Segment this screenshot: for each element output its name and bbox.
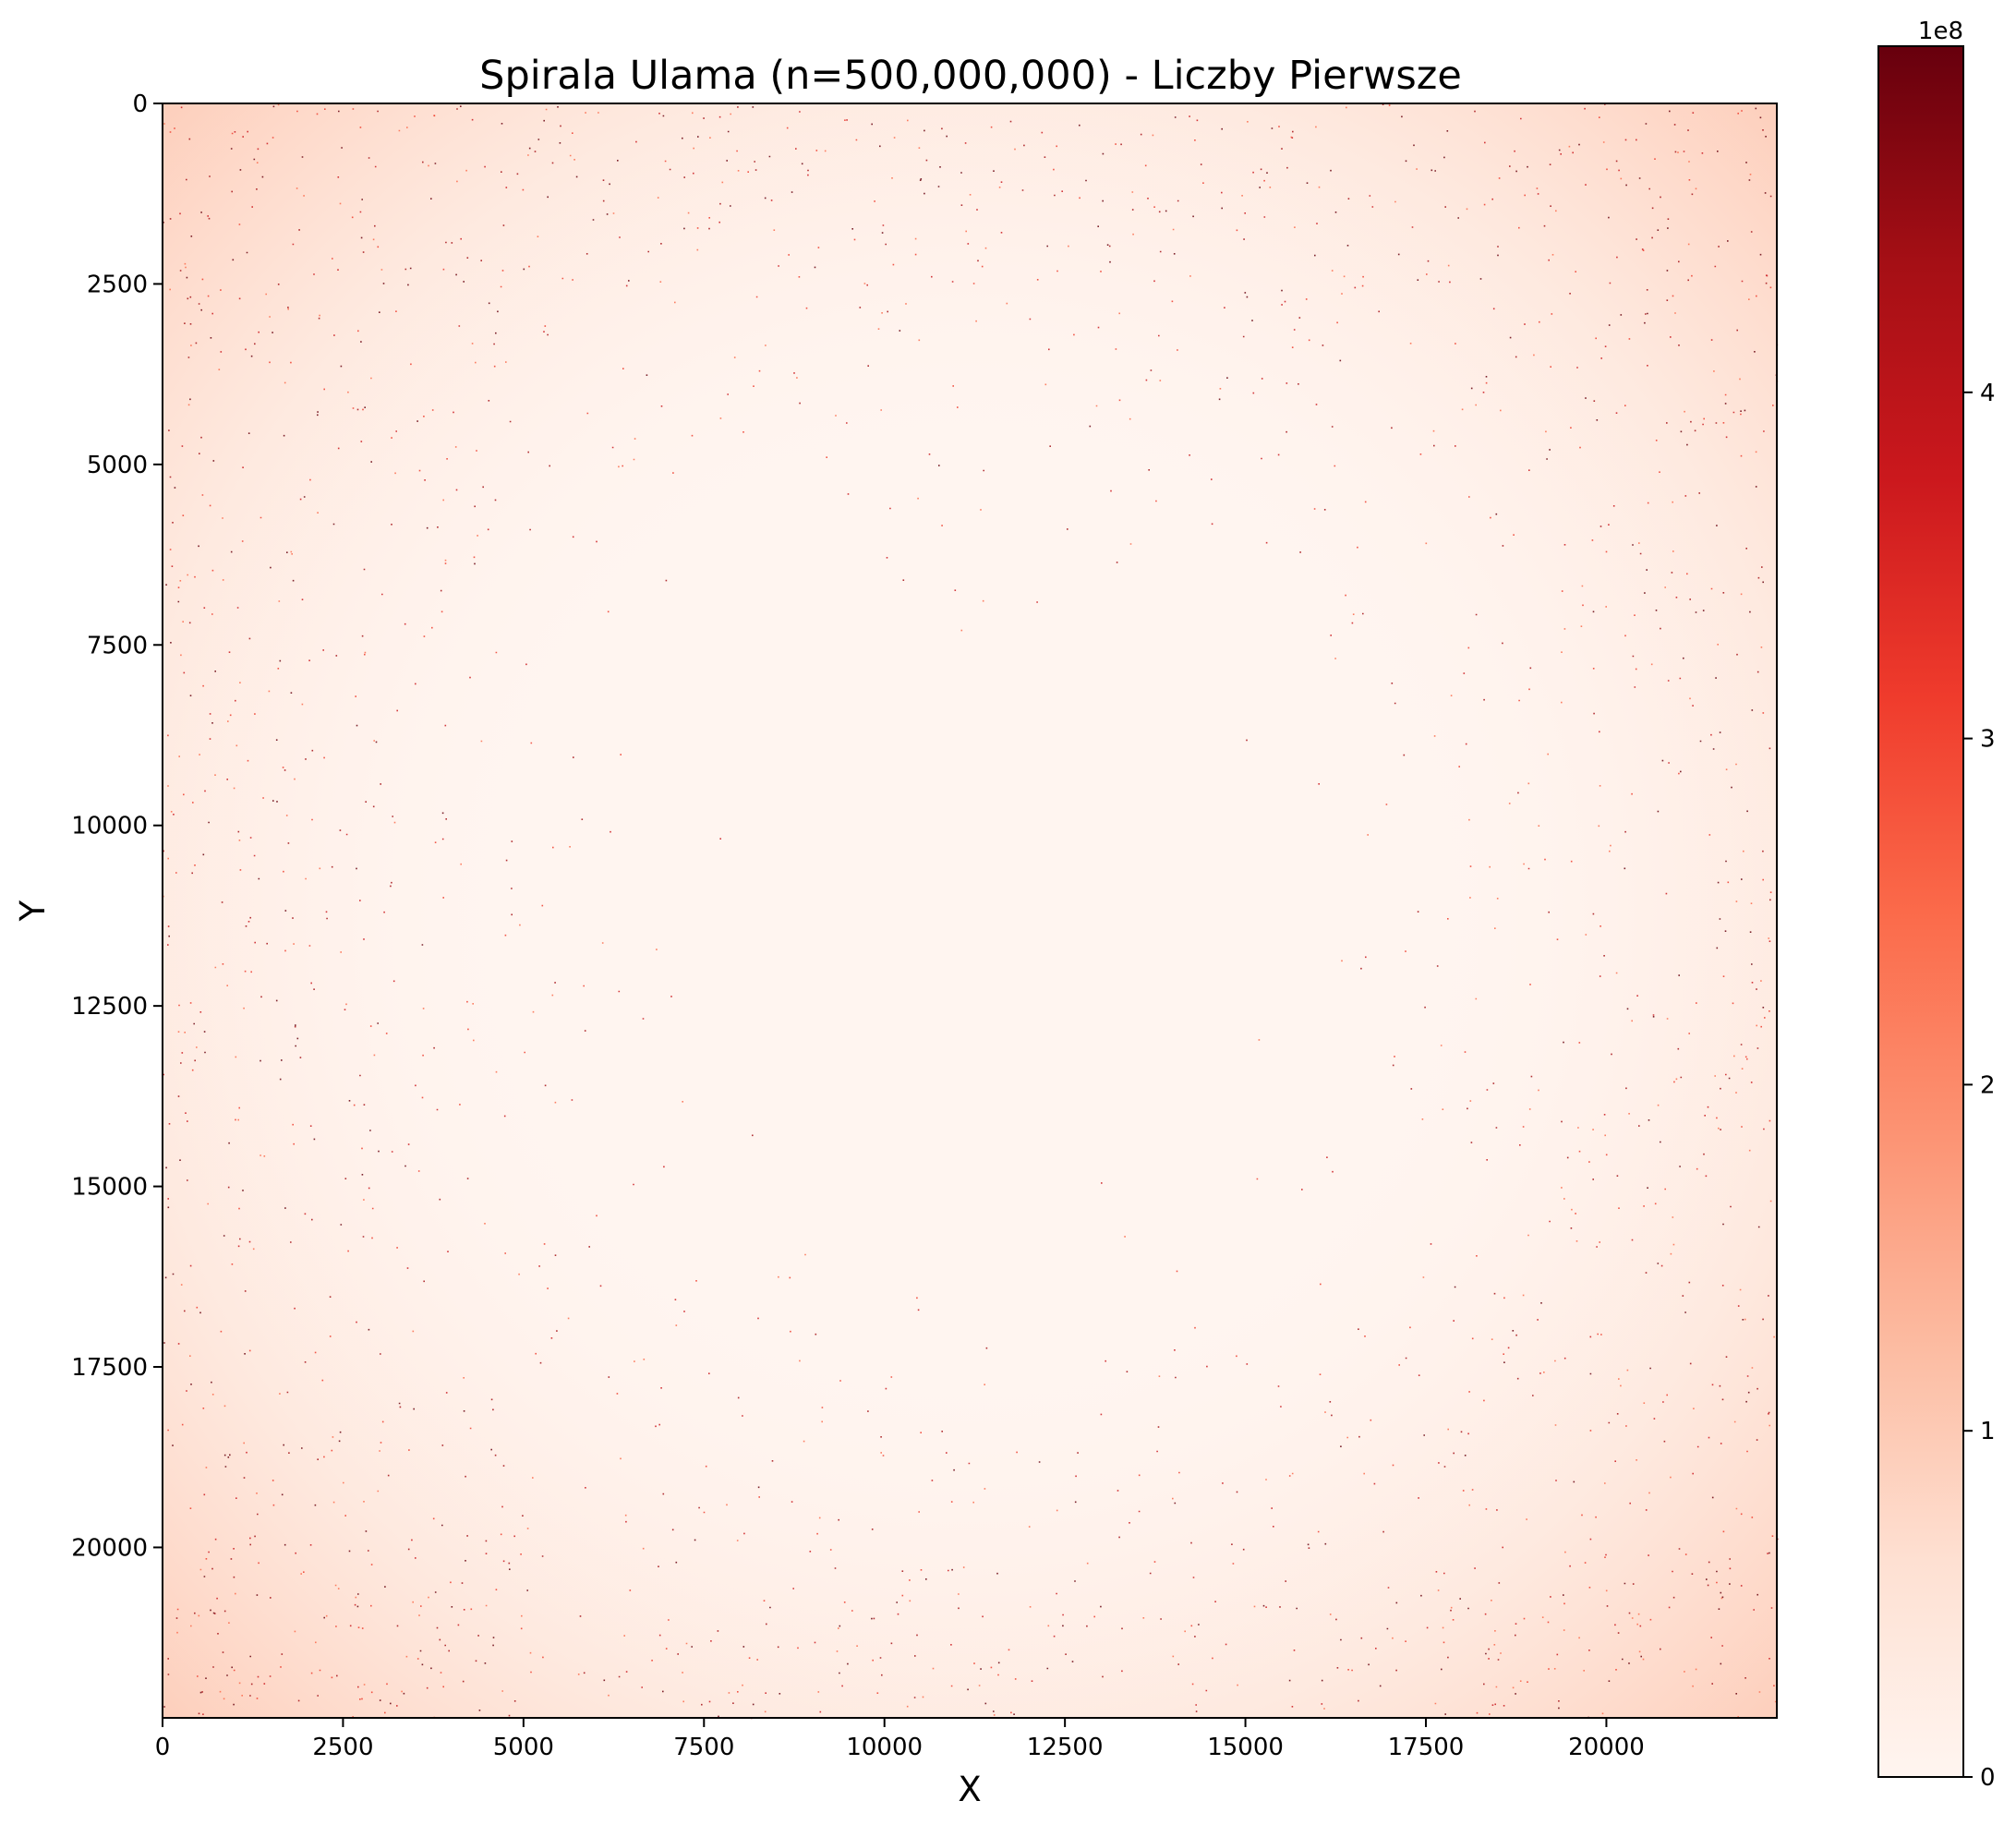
plot-area bbox=[162, 103, 1779, 1720]
x-tick-label: 5000 bbox=[493, 1734, 554, 1761]
x-tick-label: 0 bbox=[155, 1734, 171, 1761]
colorbar-tick-label: 0 bbox=[1980, 1764, 1996, 1792]
y-tick-label: 7500 bbox=[87, 632, 148, 659]
y-tick-label: 0 bbox=[132, 91, 148, 118]
colorbar: 0 1 2 3 4 1e8 bbox=[1877, 18, 1996, 1792]
colorbar-offset-label: 1e8 bbox=[1918, 18, 1963, 45]
y-axis: 0 2500 5000 7500 10000 12500 15000 17500 20000 bbox=[71, 91, 163, 1562]
colorbar-ticks: 0 1 2 3 4 bbox=[1963, 380, 1996, 1792]
y-tick-label: 15000 bbox=[71, 1174, 148, 1202]
colorbar-tick-label: 2 bbox=[1980, 1071, 1996, 1099]
y-tick-label: 5000 bbox=[87, 452, 148, 479]
x-tick-label: 2500 bbox=[312, 1734, 373, 1761]
y-tick-label: 10000 bbox=[71, 813, 148, 840]
colorbar-gradient bbox=[1878, 46, 1963, 1777]
y-tick-label: 20000 bbox=[71, 1534, 148, 1562]
heatmap-density-shading bbox=[163, 103, 1777, 1718]
x-axis: 0 2500 5000 7500 10000 12500 15000 17500 20000 bbox=[155, 1718, 1645, 1761]
colorbar-frame bbox=[1877, 45, 1964, 1778]
x-axis-label: X bbox=[958, 1770, 981, 1809]
x-tick-label: 12500 bbox=[1027, 1734, 1104, 1761]
x-tick-label: 15000 bbox=[1207, 1734, 1284, 1761]
y-tick-label: 17500 bbox=[71, 1354, 148, 1382]
y-tick-label: 12500 bbox=[71, 993, 148, 1021]
x-tick-label: 10000 bbox=[846, 1734, 923, 1761]
y-tick-label: 2500 bbox=[87, 271, 148, 298]
x-tick-label: 17500 bbox=[1388, 1734, 1465, 1761]
plot-frame bbox=[162, 103, 1778, 1719]
colorbar-tick-label: 3 bbox=[1980, 726, 1996, 754]
chart-title: Spirala Ulama (n=500,000,000) - Liczby P… bbox=[479, 53, 1462, 99]
x-tick-label: 20000 bbox=[1568, 1734, 1645, 1761]
x-tick-label: 7500 bbox=[673, 1734, 734, 1761]
y-axis-label: Y bbox=[13, 900, 53, 922]
colorbar-tick-label: 1 bbox=[1980, 1418, 1996, 1445]
colorbar-tick-label: 4 bbox=[1980, 380, 1996, 407]
